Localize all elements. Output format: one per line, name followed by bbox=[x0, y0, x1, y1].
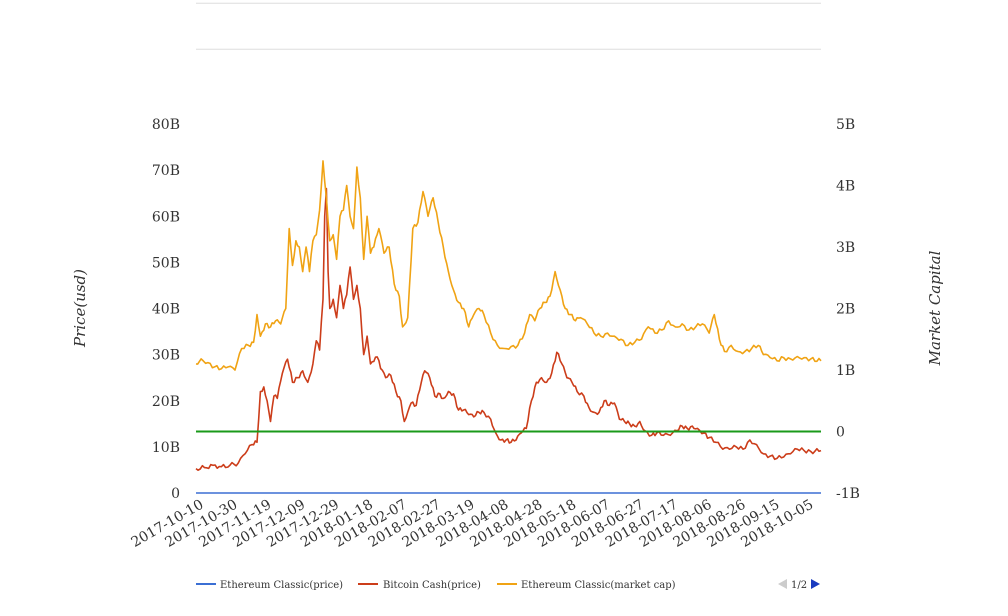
legend-item-ethereum-classic-market-cap[interactable]: Ethereum Classic(market cap) bbox=[497, 580, 676, 591]
legend-label: Ethereum Classic(price) bbox=[220, 580, 343, 591]
y-right-tick-label: 0 bbox=[836, 425, 845, 441]
y-left-tick-label: 70B bbox=[152, 163, 180, 179]
y-left-tick-label: 10B bbox=[152, 440, 180, 456]
y-left-tick-label: 20B bbox=[152, 394, 180, 410]
legend: Ethereum Classic(price) Bitcoin Cash(pri… bbox=[196, 579, 820, 591]
legend-label: Bitcoin Cash(price) bbox=[383, 580, 481, 591]
right-axis-ticks: -1B 0 1B 2B 3B 4B 5B bbox=[836, 117, 860, 502]
y-axis-left-title: Price(usd) bbox=[71, 269, 89, 348]
y-right-tick-label: 4B bbox=[836, 179, 855, 195]
legend-page-indicator: 1/2 bbox=[791, 580, 807, 591]
y-left-tick-label: 40B bbox=[152, 302, 180, 318]
y-axis-right-title: Market Capital bbox=[926, 250, 944, 366]
y-right-tick-label: 1B bbox=[836, 363, 855, 379]
legend-next-page-icon[interactable] bbox=[811, 579, 820, 589]
gridlines bbox=[196, 2, 821, 50]
y-left-tick-label: 80B bbox=[152, 117, 180, 133]
legend-label: Ethereum Classic(market cap) bbox=[521, 580, 676, 591]
series-line-2 bbox=[195, 160, 822, 371]
y-left-tick-label: 60B bbox=[152, 209, 180, 225]
y-right-tick-label: 2B bbox=[836, 302, 855, 318]
y-right-tick-label: -1B bbox=[836, 486, 860, 502]
y-left-tick-label: 0 bbox=[171, 486, 180, 502]
y-right-tick-label: 3B bbox=[836, 240, 855, 256]
legend-item-bitcoin-cash-price[interactable]: Bitcoin Cash(price) bbox=[358, 580, 481, 591]
y-right-tick-label: 5B bbox=[836, 117, 855, 133]
y-left-tick-label: 50B bbox=[152, 255, 180, 271]
legend-item-ethereum-classic-price[interactable]: Ethereum Classic(price) bbox=[196, 580, 343, 591]
x-axis-ticks: 2017-10-102017-10-302017-11-192017-12-09… bbox=[129, 497, 817, 551]
series-line-1 bbox=[195, 187, 822, 471]
legend-prev-page-icon[interactable] bbox=[778, 579, 787, 589]
left-axis-ticks: 0 10B 20B 30B 40B 50B 60B 70B 80B bbox=[152, 117, 180, 502]
y-left-tick-label: 30B bbox=[152, 348, 180, 364]
series-lines bbox=[195, 160, 822, 494]
